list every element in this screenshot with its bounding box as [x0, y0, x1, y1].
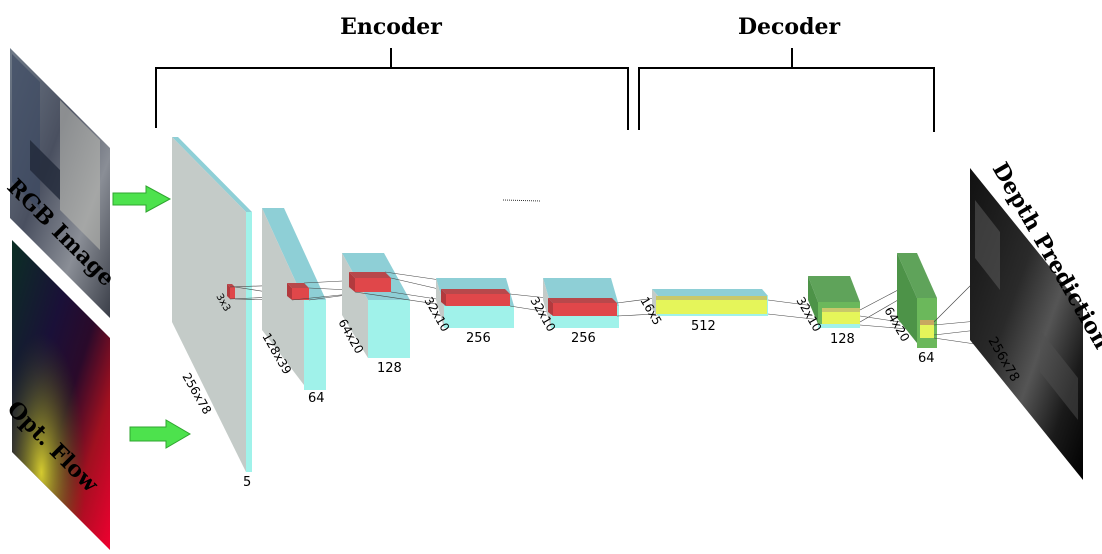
encoder-brace: [155, 48, 629, 130]
decoder-label: Decoder: [738, 14, 841, 40]
kernel-box-3: [349, 272, 391, 292]
decoder-layer-1: [808, 276, 860, 328]
decoder2-channels-label: 64: [918, 351, 935, 366]
encoder-layer-1: [172, 137, 252, 472]
connection-lines-5: [616, 297, 657, 317]
layer1-channels-label: 5: [243, 475, 251, 490]
kernel-box-2: [287, 283, 309, 300]
layer5-channels-label: 256: [571, 331, 596, 346]
flow-arrow-icon: [129, 419, 191, 449]
bottleneck-layer: [652, 289, 768, 316]
rgb-arrow-icon: [112, 185, 172, 213]
layer3-channels-label: 128: [377, 361, 402, 376]
depth-prediction-image: [970, 168, 1083, 480]
artifact-line: [502, 199, 542, 202]
kernel-box-4: [441, 289, 510, 306]
rgb-input-image: [10, 48, 110, 318]
encoder-layer-2: [262, 208, 326, 390]
kernel-box-1: [227, 284, 235, 299]
layer4-channels-label: 256: [466, 331, 491, 346]
bottleneck-channels-label: 512: [691, 319, 716, 334]
connection-lines-4: [509, 293, 549, 313]
layer2-channels-label: 64: [308, 391, 325, 406]
optical-flow-image: [12, 240, 110, 550]
decoder1-channels-label: 128: [830, 332, 855, 347]
decoder-layer-2: [897, 253, 937, 348]
encoder-label: Encoder: [340, 14, 442, 40]
kernel-box-5: [548, 298, 617, 316]
decoder-brace: [638, 48, 935, 132]
